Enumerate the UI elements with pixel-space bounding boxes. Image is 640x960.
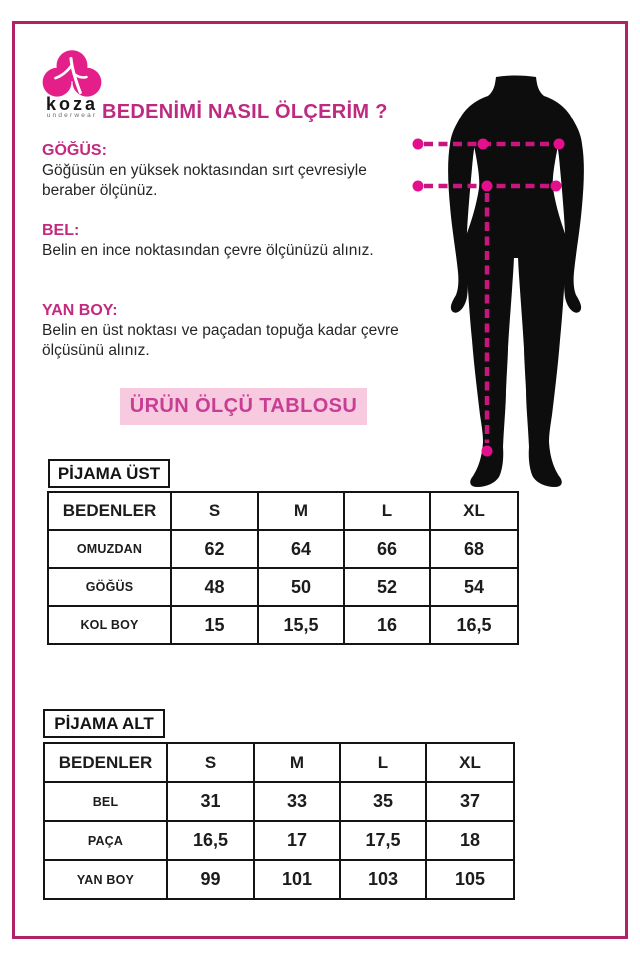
- size-table-banner: ÜRÜN ÖLÇÜ TABLOSU: [120, 388, 367, 425]
- cell-value: 99: [166, 859, 255, 900]
- header-size-m: M: [253, 742, 341, 783]
- cell-value: 15,5: [257, 605, 345, 645]
- header-bedenler: BEDENLER: [43, 742, 168, 783]
- header-size-s: S: [166, 742, 255, 783]
- chest-measure-line: [412, 138, 565, 150]
- body-silhouette-figure: [412, 75, 584, 487]
- section-heading-gogus: GÖĞÜS:: [42, 142, 107, 159]
- cell-value: 16: [343, 605, 431, 645]
- cell-value: 16,5: [429, 605, 519, 645]
- waist-measure-line: [412, 180, 562, 192]
- cell-value: 31: [166, 781, 255, 822]
- section-heading-yanboy: YAN BOY:: [42, 302, 118, 319]
- page-border-frame: [12, 21, 628, 939]
- cell-value: 18: [425, 820, 515, 861]
- section-text-bel: Belin en ince noktasından çevre ölçünüzü…: [42, 242, 374, 259]
- table-row: PAÇA 16,5 17 17,5 18: [43, 820, 515, 861]
- row-label-yan-boy: YAN BOY: [43, 859, 168, 900]
- cell-value: 103: [339, 859, 427, 900]
- table-row: OMUZDAN 62 64 66 68: [47, 529, 519, 569]
- header-bedenler: BEDENLER: [47, 491, 172, 531]
- table-row: YAN BOY 99 101 103 105: [43, 859, 515, 900]
- row-label-bel: BEL: [43, 781, 168, 822]
- table-header-row: BEDENLER S M L XL: [43, 742, 515, 783]
- header-size-l: L: [339, 742, 427, 783]
- side-length-measure-line: [481, 193, 493, 457]
- table-header-row: BEDENLER S M L XL: [47, 491, 519, 531]
- size-table-pijama-alt: BEDENLER S M L XL BEL 31 33 35 37 PAÇA 1…: [43, 742, 515, 900]
- cell-value: 101: [253, 859, 341, 900]
- cell-value: 64: [257, 529, 345, 569]
- table-label-pijama-alt: PİJAMA ALT: [43, 709, 165, 738]
- brand-name: koza: [45, 94, 99, 114]
- cell-value: 66: [343, 529, 431, 569]
- cell-value: 105: [425, 859, 515, 900]
- cell-value: 48: [170, 567, 259, 607]
- cell-value: 52: [343, 567, 431, 607]
- row-label-gogus: GÖĞÜS: [47, 567, 172, 607]
- koza-logo-icon: [42, 50, 102, 97]
- cell-value: 54: [429, 567, 519, 607]
- cell-value: 15: [170, 605, 259, 645]
- section-heading-bel: BEL:: [42, 222, 80, 239]
- header-size-m: M: [257, 491, 345, 531]
- row-label-kol-boy: KOL BOY: [47, 605, 172, 645]
- section-text-yanboy: Belin en üst noktası ve paçadan topuğa k…: [42, 322, 399, 359]
- header-size-l: L: [343, 491, 431, 531]
- table-row: KOL BOY 15 15,5 16 16,5: [47, 605, 519, 645]
- cell-value: 17,5: [339, 820, 427, 861]
- page-title: BEDENİMİ NASIL ÖLÇERİM ?: [102, 101, 388, 123]
- row-label-paca: PAÇA: [43, 820, 168, 861]
- cell-value: 33: [253, 781, 341, 822]
- header-size-xl: XL: [429, 491, 519, 531]
- brand-subtitle: underwear: [46, 112, 98, 119]
- cell-value: 35: [339, 781, 427, 822]
- section-text-gogus: Göğüsün en yüksek noktasından sırt çevre…: [42, 162, 367, 199]
- cell-value: 68: [429, 529, 519, 569]
- size-table-pijama-ust: BEDENLER S M L XL OMUZDAN 62 64 66 68 GÖ…: [47, 491, 519, 645]
- header-size-xl: XL: [425, 742, 515, 783]
- cell-value: 50: [257, 567, 345, 607]
- table-label-pijama-ust: PİJAMA ÜST: [48, 459, 170, 488]
- table-row: GÖĞÜS 48 50 52 54: [47, 567, 519, 607]
- row-label-omuzdan: OMUZDAN: [47, 529, 172, 569]
- table-row: BEL 31 33 35 37: [43, 781, 515, 822]
- cell-value: 37: [425, 781, 515, 822]
- header-size-s: S: [170, 491, 259, 531]
- cell-value: 17: [253, 820, 341, 861]
- cell-value: 16,5: [166, 820, 255, 861]
- cell-value: 62: [170, 529, 259, 569]
